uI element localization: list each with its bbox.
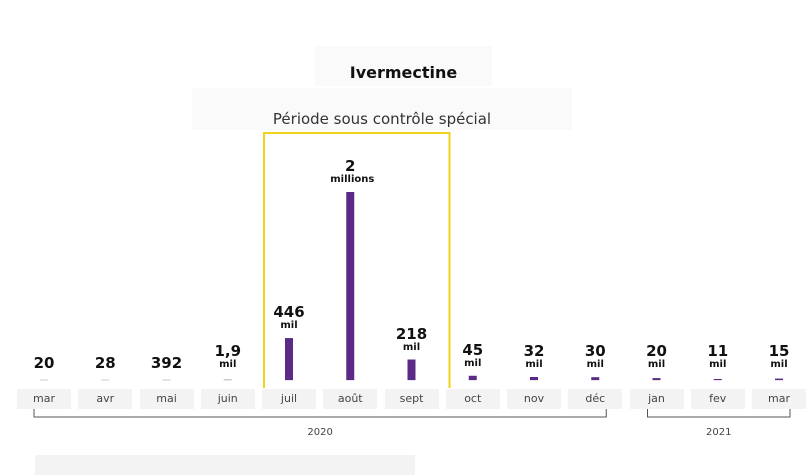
x-tick-label: nov xyxy=(507,389,561,409)
value-label: 218 mil xyxy=(395,324,428,353)
x-tick-label: avr xyxy=(78,389,133,409)
bar xyxy=(713,378,722,380)
x-tick-label: mar xyxy=(17,389,71,409)
bar xyxy=(775,378,783,380)
highlight-label: Période sous contrôle spécial xyxy=(192,88,572,130)
x-tick-label: juil xyxy=(262,389,316,409)
group-label: 2021 xyxy=(706,427,732,438)
value-label: 2 millions xyxy=(330,157,375,185)
bar xyxy=(468,375,477,380)
bar xyxy=(652,378,661,380)
bar xyxy=(285,338,293,380)
value-label: 32 mil xyxy=(523,341,545,370)
group-bracket xyxy=(33,408,607,418)
x-tick-label: déc xyxy=(568,389,623,409)
x-tick-label: mai xyxy=(139,389,194,409)
value-label: 20 mil xyxy=(646,342,667,370)
x-tick-label: août xyxy=(323,389,378,409)
value-label: 392 xyxy=(150,354,183,372)
group-bracket xyxy=(647,408,791,418)
x-tick-label: oct xyxy=(445,389,500,409)
value-label: 15 mil xyxy=(768,342,790,370)
value-label: 446 mil xyxy=(273,303,305,332)
value-label: 11 mil xyxy=(707,342,729,370)
x-tick-label: sept xyxy=(384,389,439,409)
value-label: 28 xyxy=(94,354,116,372)
x-tick-label: juin xyxy=(200,389,255,409)
value-label: 45 mil xyxy=(462,340,484,369)
bar xyxy=(591,377,600,380)
x-tick-label: fev xyxy=(690,389,745,409)
bar xyxy=(530,376,538,380)
footer-bar xyxy=(35,455,415,475)
group-label: 2020 xyxy=(307,427,333,438)
bar xyxy=(346,192,355,380)
value-label: 20 xyxy=(33,354,55,372)
highlight-box xyxy=(263,132,451,388)
bar xyxy=(407,359,416,380)
value-label: 1,9 mil xyxy=(214,342,242,370)
chart-title: Ivermectine xyxy=(315,46,492,86)
x-tick-label: jan xyxy=(629,389,684,409)
value-label: 30 mil xyxy=(584,342,606,370)
x-tick-label: mar xyxy=(752,389,806,409)
